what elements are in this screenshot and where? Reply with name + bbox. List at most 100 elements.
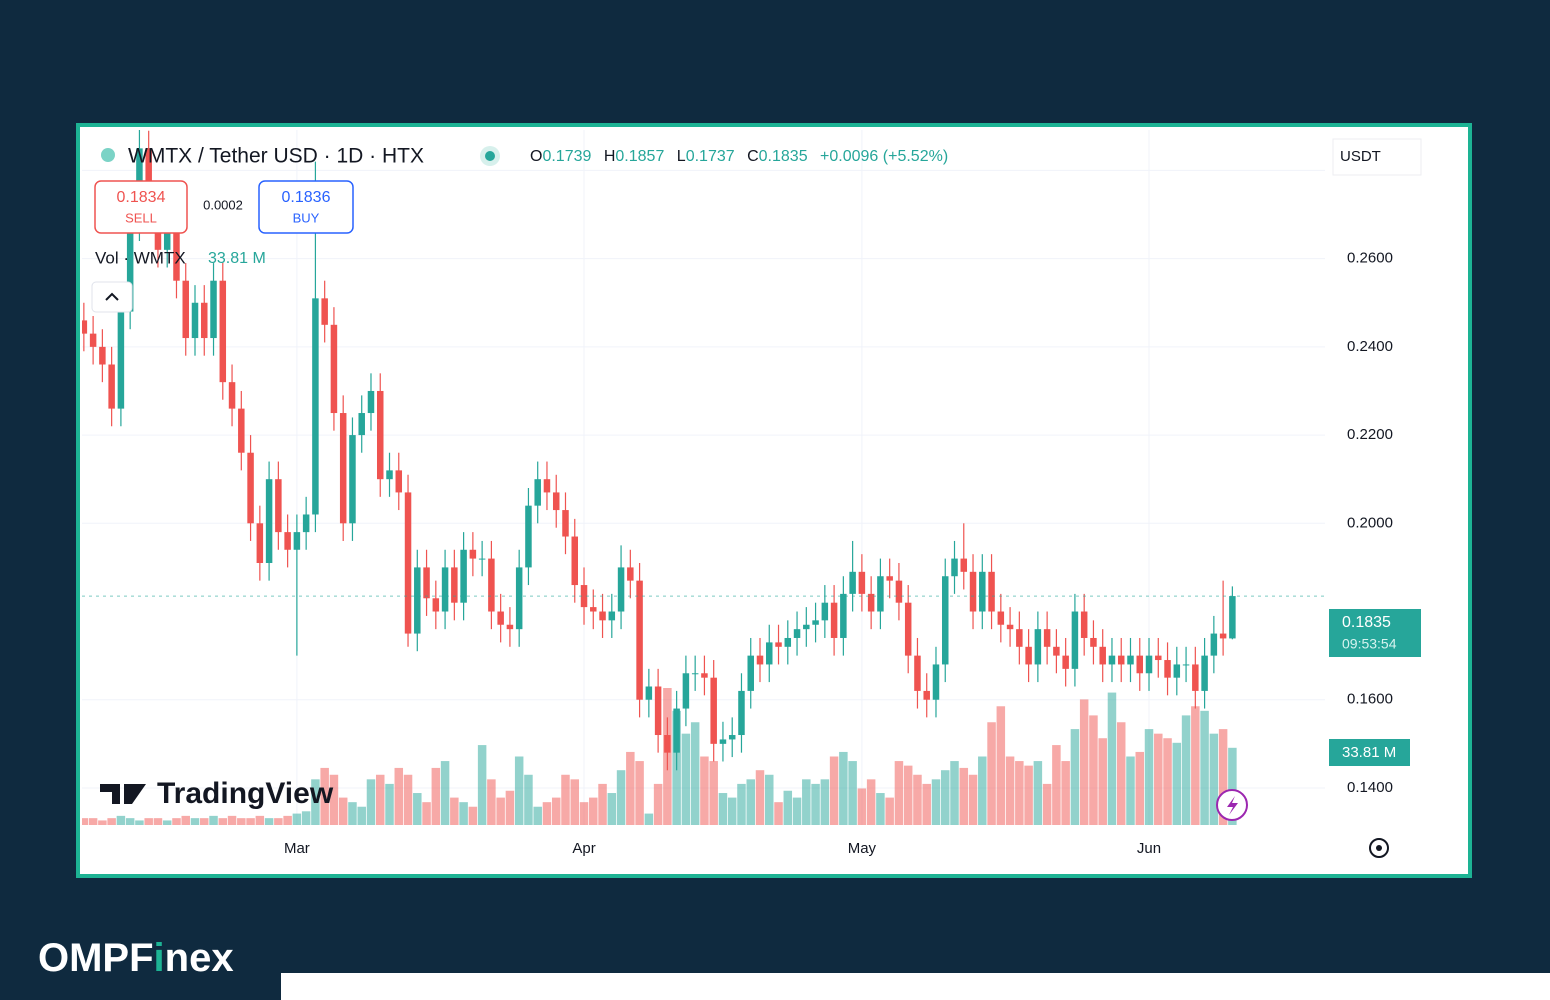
volume-bar <box>737 783 746 825</box>
candle-body <box>488 558 495 612</box>
candle-body <box>210 280 217 339</box>
volume-bar <box>1144 729 1154 825</box>
candle-body <box>358 413 365 436</box>
volume-bar <box>1024 765 1033 825</box>
y-tick-label: 0.2200 <box>1347 426 1393 443</box>
candle-body <box>414 567 421 634</box>
tradingview-mark <box>100 784 146 804</box>
volume-bar <box>931 779 941 825</box>
volume-bar <box>181 815 190 825</box>
candle-body <box>590 607 597 612</box>
volume-bar <box>1154 733 1163 825</box>
volume-bar <box>468 806 478 825</box>
volume-bar <box>477 745 487 825</box>
symbol: WMTX / Tether USD · 1D · HTX <box>128 145 424 168</box>
volume-bar <box>190 818 200 825</box>
y-tick-label: 0.1400 <box>1347 779 1393 796</box>
candle-body <box>599 611 606 621</box>
candle-body <box>321 298 328 325</box>
candle-body <box>747 655 754 691</box>
tradingview-logo: TradingView <box>157 777 334 810</box>
volume-bar <box>681 733 691 825</box>
volume-bar <box>1228 747 1237 825</box>
volume-bar <box>1015 761 1024 825</box>
candle-body <box>636 580 643 700</box>
currency-box[interactable] <box>1332 138 1422 176</box>
candle-body <box>1108 655 1116 665</box>
candle-body <box>339 413 347 524</box>
candle-body <box>1099 646 1106 665</box>
candle-body <box>886 576 893 581</box>
candle-body <box>302 514 310 533</box>
volume-bar <box>1116 722 1126 825</box>
volume-bar <box>487 779 496 825</box>
volume-bar <box>718 793 728 825</box>
candle-body <box>126 223 134 312</box>
volume-bar <box>431 767 441 825</box>
volume-bar <box>755 770 765 825</box>
volume-bar <box>616 770 626 825</box>
volume-bar <box>514 756 524 825</box>
candle-body <box>1155 655 1162 661</box>
buy-button[interactable] <box>258 180 354 234</box>
volume-bar <box>153 818 163 825</box>
volume-bar <box>338 797 348 825</box>
volume-bar <box>811 783 820 825</box>
candle-body <box>627 567 634 581</box>
volume-bar <box>172 818 181 825</box>
candle-body <box>849 571 856 594</box>
candle-body <box>988 571 995 612</box>
volume-bar <box>357 806 366 825</box>
candle-body <box>478 558 486 560</box>
y-tick-label: 0.2000 <box>1347 514 1393 531</box>
volume-bar <box>913 774 922 825</box>
currency: USDT <box>1340 148 1381 165</box>
candle-body <box>701 673 708 678</box>
volume-bar <box>829 756 839 825</box>
candle-body <box>89 333 97 347</box>
collapse-button[interactable] <box>91 281 133 313</box>
buy-label: BUY <box>293 210 320 225</box>
volume-bar <box>570 779 580 825</box>
candle-body <box>247 452 254 524</box>
candle-body <box>256 523 264 563</box>
candle-body <box>775 642 782 647</box>
candle-body <box>941 576 949 665</box>
volume-bar <box>394 767 404 825</box>
symbol-icon <box>101 148 115 162</box>
candle-body <box>1062 655 1069 669</box>
candle-body <box>571 536 579 586</box>
last-volume: 33.81 M <box>1342 744 1396 761</box>
candle-body <box>1034 629 1042 665</box>
volume-bar <box>579 802 589 825</box>
volume-bar <box>848 761 857 825</box>
volume-bar <box>144 818 153 825</box>
volume-bar <box>635 761 644 825</box>
candle-body <box>451 567 458 603</box>
settings-button[interactable] <box>1369 838 1389 858</box>
candle-body <box>1201 655 1208 691</box>
volume-bar <box>209 815 218 825</box>
volume-bar <box>542 802 552 825</box>
ohlc: O0.1739 H0.1857 L0.1737 C0.1835 +0.0096 … <box>530 148 948 165</box>
candle-body <box>914 655 921 691</box>
candle-body <box>469 549 477 559</box>
volume-bar <box>264 818 274 825</box>
brand: OMPFinex <box>38 936 234 980</box>
candle-body <box>867 593 875 612</box>
candle-body <box>1229 596 1236 639</box>
sell-button[interactable] <box>94 180 188 234</box>
chart-frame <box>76 123 1472 878</box>
volume-bar <box>1172 742 1182 825</box>
candle-body <box>219 280 227 383</box>
volume-bar <box>876 793 885 825</box>
candle-body <box>293 532 301 550</box>
candle-body <box>1090 637 1097 647</box>
volume-bar <box>1107 692 1117 825</box>
volume-bar <box>82 818 89 825</box>
candle-body <box>979 571 986 612</box>
spread: 0.0002 <box>203 197 243 212</box>
candle-body <box>812 620 819 625</box>
ohlc-value: 0.1737 <box>686 148 735 165</box>
